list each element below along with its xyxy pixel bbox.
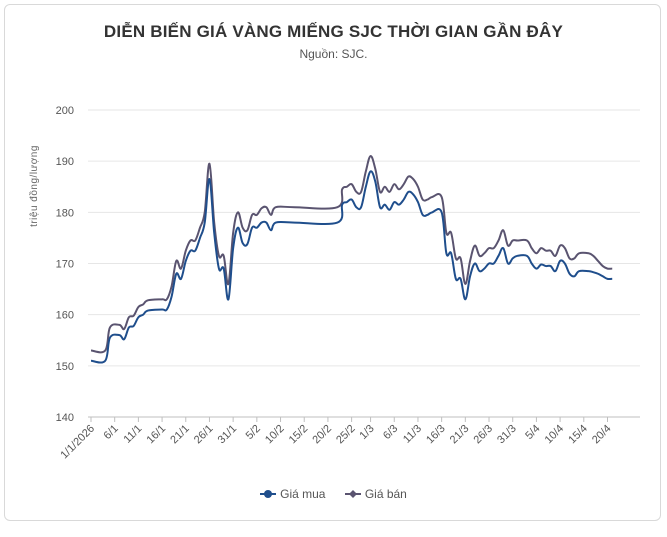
- x-tick-label: 6/3: [381, 423, 400, 442]
- legend-marker-buy-icon: [260, 490, 277, 498]
- x-tick-label: 1/1/2026: [58, 423, 97, 462]
- legend-item-sell[interactable]: Giá bán: [344, 487, 407, 501]
- x-tick-label: 21/3: [448, 423, 472, 447]
- x-tick-label: 6/1: [102, 423, 121, 442]
- y-tick-label: 150: [56, 361, 74, 373]
- legend-label-buy: Giá mua: [280, 487, 326, 501]
- y-axis-ticks: 140 150 160 170 180 190 200: [56, 105, 74, 424]
- series-lines: [90, 155, 613, 364]
- chart-subtitle: Nguồn: SJC.: [299, 47, 368, 61]
- x-tick-label: 15/2: [287, 423, 311, 447]
- x-tick-label: 5/2: [244, 423, 263, 442]
- y-tick-label: 140: [56, 412, 74, 424]
- series-line-buy[interactable]: [90, 170, 613, 364]
- legend-label-sell: Giá bán: [364, 487, 407, 501]
- y-tick-label: 180: [56, 207, 74, 219]
- x-tick-label: 25/2: [334, 423, 358, 447]
- y-tick-label: 200: [56, 105, 74, 117]
- x-tick-label: 5/4: [523, 423, 542, 442]
- chart-title: DIỄN BIẾN GIÁ VÀNG MIẾNG SJC THỜI GIAN G…: [103, 22, 564, 41]
- legend: Giá mua Giá bán: [0, 487, 667, 502]
- x-tick-label: 10/2: [263, 423, 287, 447]
- x-axis-ticks: 1/1/2026 6/1 11/1 16/1 21/1 26/1 31/1 5/2 10/2 15…: [58, 417, 614, 462]
- legend-marker-sell-icon: [344, 490, 361, 498]
- x-tick-label: 1/3: [357, 423, 376, 442]
- y-tick-label: 160: [56, 310, 74, 322]
- x-tick-label: 16/1: [145, 423, 169, 447]
- x-tick-label: 11/3: [401, 423, 424, 446]
- x-tick-label: 31/3: [495, 423, 519, 447]
- y-tick-label: 190: [56, 156, 74, 168]
- y-axis-label: triệu đồng/lượng: [28, 145, 40, 227]
- x-tick-label: 20/2: [310, 423, 334, 447]
- x-tick-label: 21/1: [168, 423, 192, 447]
- x-tick-label: 10/4: [543, 423, 567, 447]
- x-tick-label: 16/3: [424, 423, 448, 447]
- x-tick-label: 15/4: [566, 423, 590, 447]
- series-line-sell[interactable]: [90, 155, 613, 354]
- y-tick-label: 170: [56, 259, 74, 271]
- x-tick-label: 31/1: [216, 423, 240, 447]
- x-tick-label: 20/4: [590, 423, 614, 447]
- x-tick-label: 26/1: [192, 423, 216, 447]
- grid-lines: [88, 109, 640, 418]
- x-tick-label: 26/3: [472, 423, 496, 447]
- x-tick-label: 11/1: [121, 423, 144, 446]
- legend-item-buy[interactable]: Giá mua: [260, 487, 325, 501]
- chart-frame: [4, 4, 661, 521]
